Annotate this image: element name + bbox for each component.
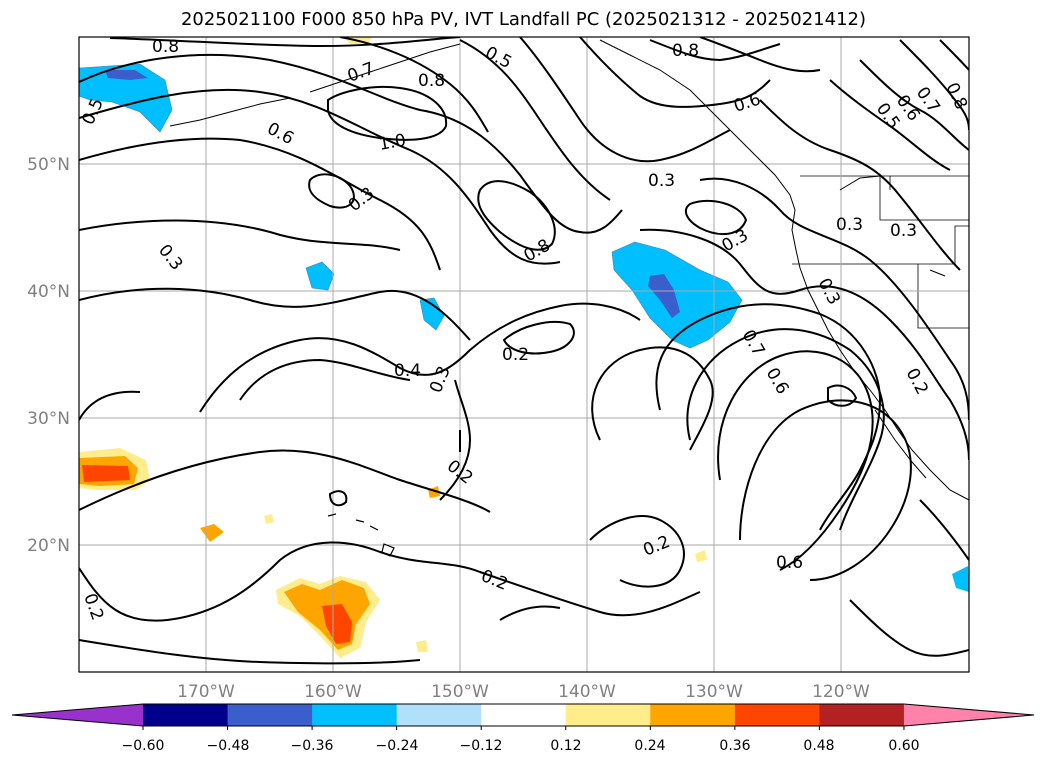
colorbar-extend-max [903,704,1034,726]
colorbar-segment [481,704,567,726]
colorbar-segment [227,704,313,726]
colorbar-segment [650,704,736,726]
colorbar-tick-label: 0.24 [634,738,665,754]
contour-label: 0.8 [152,37,179,57]
longitude-labels: 170°W 160°W 150°W 140°W 130°W 120°W [177,682,870,702]
colorbar-segment [819,704,905,726]
colorbar-tick-labels: −0.60 −0.48 −0.36 −0.24 −0.12 0.12 0.24 … [122,738,920,754]
contour-label: 0.8 [672,41,699,61]
neg-anomaly-northwest [79,63,173,133]
colorbar-segment [312,704,398,726]
colorbar-segment [565,704,651,726]
contour-label: 0.4 [394,361,421,381]
colorbar-tick-label: 0.12 [550,738,581,754]
colorbar-tick-label: −0.24 [376,738,419,754]
lon-label: 130°W [685,682,743,702]
contour-label: 0.3 [836,215,863,235]
pc-shading [79,37,969,658]
colorbar-segment [396,704,482,726]
lon-label: 140°W [558,682,616,702]
colorbar [11,703,1035,730]
lon-label: 160°W [304,682,362,702]
lon-label: 120°W [812,682,870,702]
lat-label: 30°N [27,409,70,429]
map-panel: 0.8 0.5 0.8 0.7 0.8 0.5 0.6 0.5 0.6 0.7 … [79,37,969,672]
lat-label: 50°N [27,155,70,175]
map-title: 2025021100 F000 850 hPa PV, IVT Landfall… [180,9,867,30]
lat-label: 20°N [27,536,70,556]
lon-label: 150°W [431,682,489,702]
contour-label: 0.8 [418,71,445,91]
latitude-labels: 50°N 40°N 30°N 20°N [27,155,70,556]
colorbar-tick-label: −0.36 [291,738,334,754]
contour-label: 0.3 [890,221,917,241]
pv-contours [79,37,969,665]
contour-label: 0.6 [776,553,803,573]
colorbar-tick-label: 0.60 [888,738,919,754]
colorbar-tick-label: −0.60 [122,738,165,754]
map-frame [78,36,970,673]
contour-label: 0.3 [648,171,675,191]
neg-anomaly-landfall [611,241,743,349]
colorbar-tick-label: −0.12 [460,738,503,754]
colorbar-tick-label: 0.36 [719,738,750,754]
gridlines [79,37,969,672]
hawaii-islands [327,513,395,557]
colorbar-tick-label: 0.48 [803,738,834,754]
lon-label: 170°W [177,682,235,702]
colorbar-segment [143,704,229,726]
colorbar-extend-min [12,704,143,726]
contour-label: 1.0 [377,131,407,155]
coastlines [169,39,969,501]
colorbar-tick-label: −0.48 [207,738,250,754]
colorbar-segment [734,704,820,726]
lat-label: 40°N [27,282,70,302]
contour-label: 0.2 [502,345,529,365]
